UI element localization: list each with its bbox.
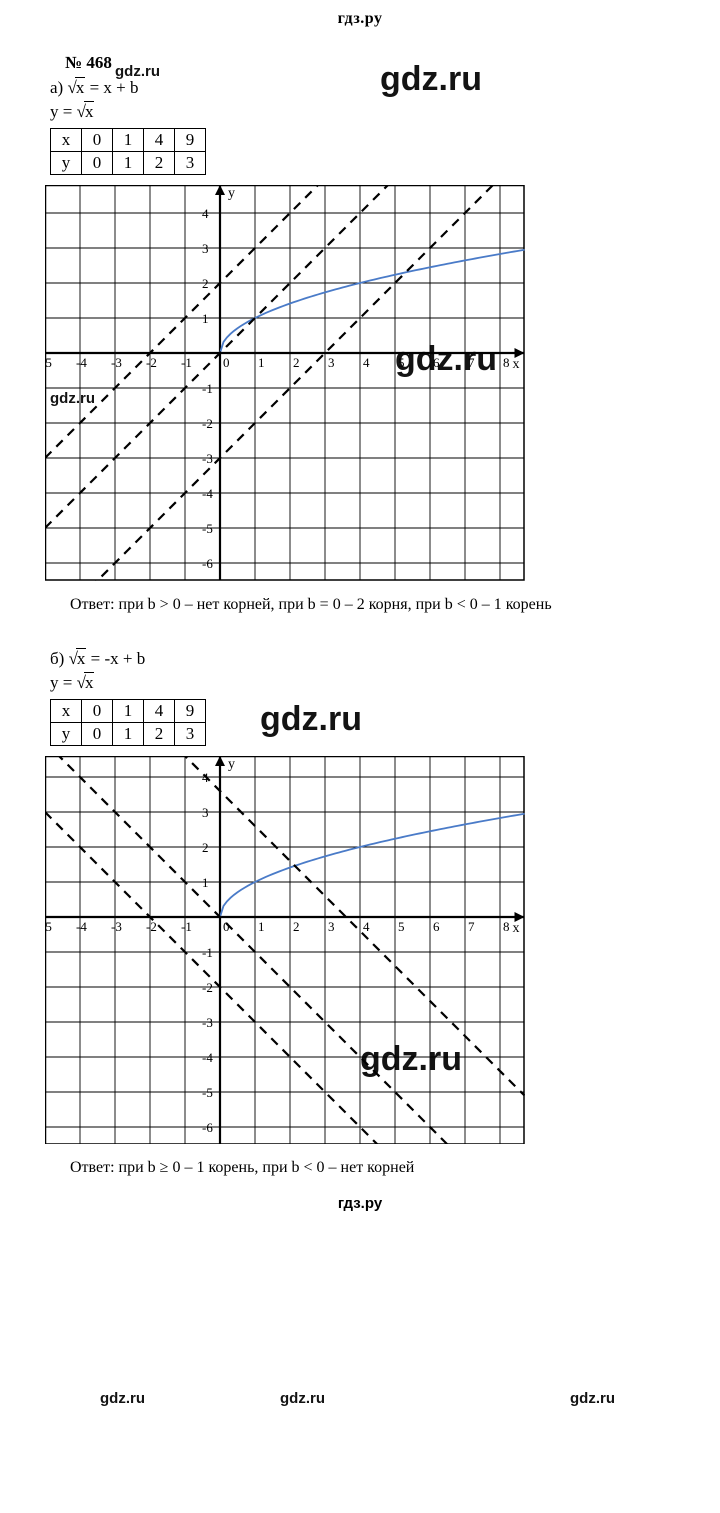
svg-text:-1: -1 <box>181 355 192 370</box>
site-footer: гдз.ру <box>50 1195 670 1212</box>
sqrt-icon: √x <box>69 649 87 669</box>
part-a-answer: Ответ: при b > 0 – нет корней, при b = 0… <box>70 596 670 614</box>
problem-number: № 468 <box>65 53 670 73</box>
svg-text:-5: -5 <box>45 355 52 370</box>
svg-text:1: 1 <box>258 355 265 370</box>
svg-text:-2: -2 <box>146 919 157 934</box>
svg-text:0: 0 <box>223 355 230 370</box>
svg-text:-1: -1 <box>202 945 213 960</box>
svg-text:3: 3 <box>328 919 335 934</box>
part-a-label: а) <box>50 78 63 97</box>
svg-text:-4: -4 <box>76 919 87 934</box>
svg-text:-5: -5 <box>45 919 52 934</box>
svg-text:-3: -3 <box>111 355 122 370</box>
part-b-answer: Ответ: при b ≥ 0 – 1 корень, при b < 0 –… <box>70 1159 670 1177</box>
table-row: y 0 1 2 3 <box>51 152 206 175</box>
svg-text:7: 7 <box>468 919 475 934</box>
sqrt-icon: √x <box>67 78 85 98</box>
part-a-equation: а) √x = x + b <box>50 78 670 98</box>
svg-text:5: 5 <box>398 355 405 370</box>
svg-text:4: 4 <box>363 919 370 934</box>
svg-text:1: 1 <box>202 875 209 890</box>
watermark-large: gdz.ru <box>260 700 362 739</box>
svg-text:-3: -3 <box>202 1015 213 1030</box>
svg-text:3: 3 <box>202 241 209 256</box>
part-a-function: y = √x <box>50 102 670 122</box>
svg-text:-6: -6 <box>202 1120 213 1135</box>
svg-text:8: 8 <box>503 919 510 934</box>
svg-text:-1: -1 <box>181 919 192 934</box>
watermark-small: gdz.ru <box>280 1390 325 1407</box>
svg-text:-3: -3 <box>111 919 122 934</box>
svg-text:3: 3 <box>328 355 335 370</box>
svg-text:-3: -3 <box>202 451 213 466</box>
svg-text:y: y <box>228 757 235 772</box>
svg-text:4: 4 <box>363 355 370 370</box>
svg-text:1: 1 <box>202 311 209 326</box>
svg-text:1: 1 <box>258 919 265 934</box>
table-row: x 0 1 4 9 <box>51 129 206 152</box>
svg-text:2: 2 <box>293 919 300 934</box>
svg-text:2: 2 <box>293 355 300 370</box>
svg-text:-4: -4 <box>202 1050 213 1065</box>
table-row: x 0 1 4 9 <box>51 699 206 722</box>
svg-text:-5: -5 <box>202 521 213 536</box>
svg-text:-4: -4 <box>76 355 87 370</box>
svg-text:7: 7 <box>468 355 475 370</box>
svg-text:-6: -6 <box>202 556 213 571</box>
svg-text:6: 6 <box>433 919 440 934</box>
svg-text:-2: -2 <box>202 980 213 995</box>
sqrt-icon: √x <box>77 102 95 122</box>
chart-svg-b: -5-4-3-2-1012345678-6-5-4-3-2-11234xy <box>45 756 525 1145</box>
page-root: гдз.ру gdz.ru gdz.ru № 468 а) √x = x + b… <box>0 0 720 1232</box>
part-b-equation: б) √x = -x + b <box>50 649 670 669</box>
svg-text:2: 2 <box>202 840 209 855</box>
chart-svg-a: -5 -4 -3 -2 -1 0 1 2 3 4 5 6 7 8 -6 -5 -4 -3 -2 -1 1 2 3 4 x y <box>45 185 525 581</box>
svg-text:4: 4 <box>202 206 209 221</box>
part-b-chart: -5-4-3-2-1012345678-6-5-4-3-2-11234xy <box>45 756 670 1150</box>
svg-text:-5: -5 <box>202 1085 213 1100</box>
svg-text:-1: -1 <box>202 381 213 396</box>
part-a-chart: -5 -4 -3 -2 -1 0 1 2 3 4 5 6 7 8 -6 -5 -4 -3 -2 -1 1 2 3 4 x y <box>45 185 670 586</box>
part-a-table: x 0 1 4 9 y 0 1 2 3 <box>50 128 206 175</box>
svg-text:2: 2 <box>202 276 209 291</box>
svg-text:6: 6 <box>433 355 440 370</box>
sqrt-icon: √x <box>77 673 95 693</box>
part-b-table: x 0 1 4 9 y 0 1 2 3 <box>50 699 206 746</box>
site-header: гдз.ру <box>50 10 670 28</box>
watermark-small: gdz.ru <box>100 1390 145 1407</box>
svg-text:8: 8 <box>503 355 510 370</box>
part-b-label: б) <box>50 649 64 668</box>
svg-text:x: x <box>513 357 520 372</box>
svg-text:3: 3 <box>202 805 209 820</box>
svg-text:-4: -4 <box>202 486 213 501</box>
svg-text:-2: -2 <box>146 355 157 370</box>
watermark-small: gdz.ru <box>570 1390 615 1407</box>
part-b-function: y = √x <box>50 673 670 693</box>
svg-text:5: 5 <box>398 919 405 934</box>
svg-text:y: y <box>228 186 235 201</box>
svg-text:x: x <box>513 921 520 936</box>
table-row: y 0 1 2 3 <box>51 722 206 745</box>
svg-text:-2: -2 <box>202 416 213 431</box>
